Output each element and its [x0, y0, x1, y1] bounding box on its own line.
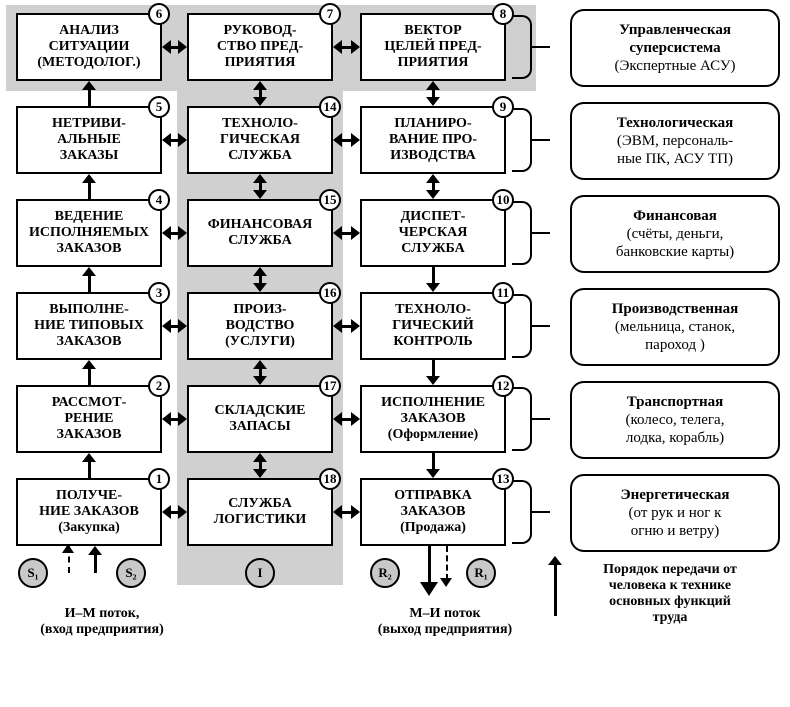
solid-input-arrow — [86, 546, 104, 573]
caption-input: И–М поток,(вход предприятия) — [12, 606, 192, 638]
node-11: ТЕХНОЛО-ГИЧЕСКИЙКОНТРОЛЬ — [360, 292, 506, 360]
badge-7: 7 — [319, 3, 341, 25]
arrow-double-vert — [424, 81, 442, 106]
node-5: НЕТРИВИ-АЛЬНЫЕЗАКАЗЫ — [16, 106, 162, 174]
badge-3: 3 — [148, 282, 170, 304]
node-15: ФИНАНСОВАЯСЛУЖБА — [187, 199, 333, 267]
circle-i: I — [245, 558, 275, 588]
caption-output: М–И поток(выход предприятия) — [350, 606, 540, 638]
right-box-5: Энергетическая(от рук и ног когню и ветр… — [570, 474, 780, 552]
node-10: ДИСПЕТ-ЧЕРСКАЯСЛУЖБА — [360, 199, 506, 267]
arrow-double-horiz — [162, 38, 187, 56]
badge-10: 10 — [492, 189, 514, 211]
brace-2 — [512, 201, 532, 265]
arrow-double-horiz — [162, 410, 187, 428]
circle-s1: S₁ — [18, 558, 48, 588]
node-12: ИСПОЛНЕНИЕЗАКАЗОВ(Оформление) — [360, 385, 506, 453]
badge-17: 17 — [319, 375, 341, 397]
right-box-1: Технологическая(ЭВМ, персональ-ные ПК, А… — [570, 102, 780, 180]
node-16: ПРОИЗ-ВОДСТВО(УСЛУГИ) — [187, 292, 333, 360]
badge-13: 13 — [492, 468, 514, 490]
node-6: АНАЛИЗСИТУАЦИИ(МЕТОДОЛОГ.) — [16, 13, 162, 81]
badge-5: 5 — [148, 96, 170, 118]
node-3: ВЫПОЛНЕ-НИЕ ТИПОВЫХЗАКАЗОВ — [16, 292, 162, 360]
arrow-up — [80, 81, 98, 106]
node-7: РУКОВОД-СТВО ПРЕД-ПРИЯТИЯ — [187, 13, 333, 81]
footer-arrow-up — [546, 556, 564, 616]
arrow-up — [80, 174, 98, 199]
solid-output-arrow — [420, 546, 438, 586]
badge-15: 15 — [319, 189, 341, 211]
circle-r1: R₁ — [466, 558, 496, 588]
badge-6: 6 — [148, 3, 170, 25]
right-box-2: Финансовая(счёты, деньги,банковские карт… — [570, 195, 780, 273]
node-14: ТЕХНОЛО-ГИЧЕСКАЯСЛУЖБА — [187, 106, 333, 174]
dashed-output — [446, 546, 448, 580]
node-8: ВЕКТОРЦЕЛЕЙ ПРЕД-ПРИЯТИЯ — [360, 13, 506, 81]
badge-1: 1 — [148, 468, 170, 490]
badge-16: 16 — [319, 282, 341, 304]
circle-s2: S₂ — [116, 558, 146, 588]
arrow-down — [424, 453, 442, 478]
arrow-double-vert — [251, 267, 269, 292]
arrow-double-vert — [251, 360, 269, 385]
brace-0 — [512, 15, 532, 79]
node-17: СКЛАДСКИЕЗАПАСЫ — [187, 385, 333, 453]
right-box-4: Транспортная(колесо, телега,лодка, кораб… — [570, 381, 780, 459]
right-box-3: Производственная(мельница, станок,парохо… — [570, 288, 780, 366]
badge-8: 8 — [492, 3, 514, 25]
arrow-double-horiz — [333, 131, 360, 149]
arrow-double-vert — [251, 81, 269, 106]
arrow-double-horiz — [333, 38, 360, 56]
brace-3 — [512, 294, 532, 358]
node-13: ОТПРАВКАЗАКАЗОВ(Продажа) — [360, 478, 506, 546]
arrow-double-horiz — [162, 317, 187, 335]
circle-r2: R₂ — [370, 558, 400, 588]
badge-4: 4 — [148, 189, 170, 211]
arrow-up — [80, 267, 98, 292]
arrow-double-horiz — [333, 317, 360, 335]
arrow-double-horiz — [162, 131, 187, 149]
arrow-double-horiz — [162, 224, 187, 242]
arrow-double-horiz — [162, 503, 187, 521]
arrow-up — [80, 453, 98, 478]
arrow-up — [80, 360, 98, 385]
brace-1 — [512, 108, 532, 172]
badge-11: 11 — [492, 282, 514, 304]
arrow-double-vert — [424, 174, 442, 199]
node-2: РАССМОТ-РЕНИЕЗАКАЗОВ — [16, 385, 162, 453]
node-1: ПОЛУЧЕ-НИЕ ЗАКАЗОВ(Закупка) — [16, 478, 162, 546]
brace-5 — [512, 480, 532, 544]
arrow-double-horiz — [333, 503, 360, 521]
right-footer: Порядок передачи отчеловека к техникеосн… — [550, 562, 790, 626]
arrow-double-vert — [251, 453, 269, 478]
node-18: СЛУЖБАЛОГИСТИКИ — [187, 478, 333, 546]
arrow-double-horiz — [333, 224, 360, 242]
badge-14: 14 — [319, 96, 341, 118]
badge-12: 12 — [492, 375, 514, 397]
arrow-double-horiz — [333, 410, 360, 428]
badge-2: 2 — [148, 375, 170, 397]
badge-9: 9 — [492, 96, 514, 118]
brace-4 — [512, 387, 532, 451]
arrow-down — [424, 267, 442, 292]
node-4: ВЕДЕНИЕИСПОЛНЯЕМЫХЗАКАЗОВ — [16, 199, 162, 267]
arrow-down — [424, 360, 442, 385]
arrow-double-vert — [251, 174, 269, 199]
badge-18: 18 — [319, 468, 341, 490]
right-box-0: Управленческая суперсистема(Экспертные А… — [570, 9, 780, 87]
node-9: ПЛАНИРО-ВАНИЕ ПРО-ИЗВОДСТВА — [360, 106, 506, 174]
